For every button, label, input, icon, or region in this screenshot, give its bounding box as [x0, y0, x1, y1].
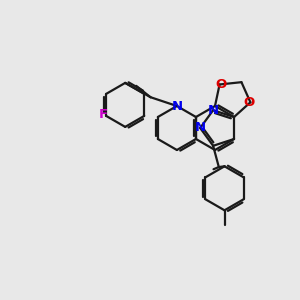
Text: O: O — [215, 78, 226, 91]
Text: F: F — [99, 108, 108, 122]
Text: N: N — [171, 100, 182, 112]
Text: O: O — [244, 96, 255, 109]
Text: N: N — [195, 122, 206, 134]
Text: N: N — [208, 104, 219, 117]
